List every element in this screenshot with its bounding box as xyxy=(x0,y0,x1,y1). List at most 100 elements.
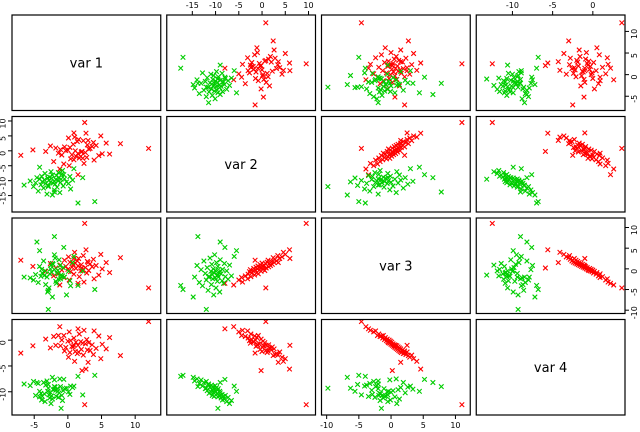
point-mark xyxy=(494,268,500,274)
tick-label: 0 xyxy=(0,340,8,345)
point-mark xyxy=(375,191,381,197)
point-mark xyxy=(282,50,288,57)
variable-label-1: var 1 xyxy=(70,56,103,71)
point-mark xyxy=(75,342,81,348)
point-mark xyxy=(377,167,383,174)
point-mark xyxy=(590,75,596,82)
point-mark xyxy=(66,163,72,169)
point-mark xyxy=(61,376,67,383)
point-mark xyxy=(258,86,264,92)
point-mark xyxy=(607,172,614,178)
point-mark xyxy=(512,278,518,284)
point-mark xyxy=(86,340,92,346)
point-mark xyxy=(576,47,582,53)
point-mark xyxy=(596,52,602,58)
point-mark xyxy=(542,148,549,155)
point-mark xyxy=(516,259,522,266)
point-mark xyxy=(51,333,57,340)
point-mark xyxy=(591,86,598,92)
point-mark xyxy=(303,61,309,67)
point-mark xyxy=(30,277,37,283)
point-mark xyxy=(98,251,104,258)
point-mark xyxy=(584,60,590,67)
point-mark xyxy=(30,183,37,190)
point-mark xyxy=(358,177,365,184)
point-mark xyxy=(67,144,73,151)
tick-label: 10 xyxy=(303,1,313,10)
red-points xyxy=(358,119,465,178)
point-mark xyxy=(195,383,201,390)
point-mark xyxy=(49,192,56,198)
point-mark xyxy=(410,178,416,184)
point-mark xyxy=(532,81,538,88)
point-mark xyxy=(496,75,502,81)
point-mark xyxy=(71,271,77,277)
point-mark xyxy=(390,75,396,81)
point-mark xyxy=(392,394,398,400)
point-mark xyxy=(407,68,414,74)
point-mark xyxy=(521,274,528,280)
point-mark xyxy=(521,182,528,188)
point-mark xyxy=(508,77,514,83)
point-mark xyxy=(418,366,424,372)
green-points xyxy=(484,54,541,106)
point-mark xyxy=(369,173,376,180)
variable-label-4: var 4 xyxy=(534,361,567,376)
point-mark xyxy=(194,376,200,382)
point-mark xyxy=(504,75,510,82)
point-mark xyxy=(390,69,397,75)
point-mark xyxy=(75,282,81,289)
point-mark xyxy=(117,352,124,359)
point-mark xyxy=(591,148,598,155)
point-mark xyxy=(510,164,516,170)
point-mark xyxy=(263,285,269,291)
point-mark xyxy=(43,336,49,342)
point-mark xyxy=(59,397,66,404)
point-mark xyxy=(202,78,208,85)
tick-label: -5 xyxy=(549,1,557,10)
point-mark xyxy=(92,198,98,205)
point-mark xyxy=(233,90,240,96)
point-mark xyxy=(99,266,105,272)
point-mark xyxy=(67,391,73,398)
point-mark xyxy=(71,130,77,136)
point-mark xyxy=(238,274,245,281)
point-mark xyxy=(67,349,73,356)
point-mark xyxy=(430,175,436,181)
point-mark xyxy=(213,259,220,266)
point-mark xyxy=(385,170,391,177)
panel-frame xyxy=(166,14,317,112)
point-mark xyxy=(619,145,625,152)
point-mark xyxy=(369,387,375,393)
point-mark xyxy=(210,266,216,272)
panel-frame xyxy=(11,217,162,315)
point-mark xyxy=(246,70,253,76)
point-mark xyxy=(586,66,593,73)
point-mark xyxy=(36,263,43,270)
point-mark xyxy=(619,285,625,291)
point-mark xyxy=(195,80,201,86)
point-mark xyxy=(438,80,444,86)
point-mark xyxy=(178,282,184,289)
point-mark xyxy=(233,248,240,254)
point-mark xyxy=(518,166,524,172)
tick-label: -5 xyxy=(0,364,8,372)
point-mark xyxy=(287,342,293,348)
point-mark xyxy=(512,261,519,267)
point-mark xyxy=(571,65,577,71)
point-mark xyxy=(53,145,59,151)
point-mark xyxy=(407,166,414,172)
point-mark xyxy=(81,327,87,333)
point-mark xyxy=(58,405,64,411)
panel-frame xyxy=(166,318,317,416)
point-mark xyxy=(526,191,532,197)
point-mark xyxy=(522,188,528,194)
point-mark xyxy=(231,324,237,330)
point-mark xyxy=(528,187,534,193)
point-mark xyxy=(582,130,588,136)
point-mark xyxy=(60,183,66,189)
panel-frame xyxy=(320,318,471,416)
point-mark xyxy=(347,72,354,79)
point-mark xyxy=(54,184,60,190)
